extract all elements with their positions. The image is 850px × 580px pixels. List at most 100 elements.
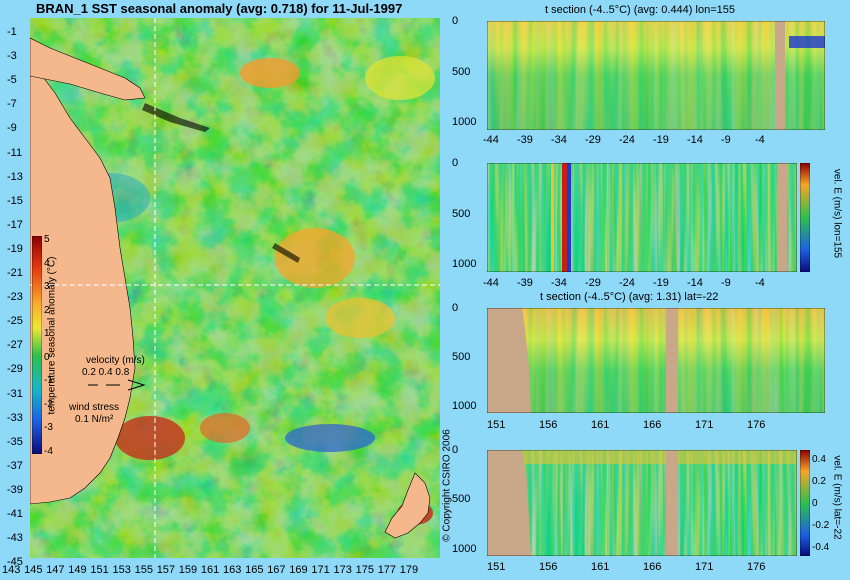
panel-1-x-tick: -4 bbox=[755, 134, 765, 146]
panel-2-x-tick: -29 bbox=[585, 277, 601, 289]
map-y-tick: -41 bbox=[7, 508, 23, 520]
map-colorbar-tick: 1 bbox=[44, 328, 50, 339]
panel-2-colorbar bbox=[800, 163, 810, 272]
map-colorbar-tick: -1 bbox=[44, 375, 53, 386]
map-y-tick: -33 bbox=[7, 411, 23, 424]
panel-1-x-tick: -9 bbox=[721, 134, 731, 146]
map-y-tick: -39 bbox=[7, 483, 23, 496]
map-x-tick: 177 bbox=[377, 564, 397, 576]
wind-stress-scale: 0.1 N/m² bbox=[75, 414, 114, 425]
map-x-tick: 143 bbox=[2, 564, 21, 576]
panel-4-x-tick: 161 bbox=[591, 561, 610, 573]
velocity-arrows-legend bbox=[88, 379, 146, 391]
panel-3-x-tick: 151 bbox=[487, 419, 506, 431]
map-y-tick: -5 bbox=[7, 74, 17, 87]
map-y-tick: -17 bbox=[7, 218, 23, 231]
new-guinea-land bbox=[30, 37, 146, 101]
map-y-tick: -15 bbox=[7, 194, 23, 207]
panel-4-x-tick: 151 bbox=[487, 561, 506, 573]
map-y-tick: -1 bbox=[7, 26, 17, 38]
australia-land bbox=[30, 62, 136, 505]
panel-4-y-tick: 1000 bbox=[452, 542, 477, 555]
map-y-tick: -43 bbox=[7, 532, 23, 545]
panel-2-x-tick: -19 bbox=[653, 277, 669, 289]
map-x-tick: 165 bbox=[245, 564, 264, 576]
map-x-tick: 157 bbox=[156, 564, 176, 576]
map-x-tick: 153 bbox=[112, 564, 131, 576]
panel-2-x-tick: -39 bbox=[517, 277, 533, 289]
map-x-tick: 175 bbox=[355, 564, 374, 576]
map-y-tick: -9 bbox=[7, 122, 17, 135]
panel-1-x-tick: -14 bbox=[687, 134, 703, 146]
panel-4-colorbar-tick: -0.2 bbox=[812, 520, 830, 531]
wind-stress-label: wind stress bbox=[69, 402, 120, 413]
panel-1-x-tick: -39 bbox=[517, 134, 533, 146]
map-x-tick: 167 bbox=[267, 564, 286, 576]
map-y-tick: -35 bbox=[7, 435, 23, 448]
panel-3-x-tick: 156 bbox=[539, 419, 558, 431]
panel-3-y-tick: 500 bbox=[452, 350, 471, 363]
panel-2-x-tick: -14 bbox=[687, 277, 703, 289]
map-x-tick: 169 bbox=[289, 564, 308, 576]
panel-3-x-tick: 176 bbox=[747, 419, 766, 431]
map-title: BRAN_1 SST seasonal anomaly (avg: 0.718)… bbox=[36, 1, 403, 16]
panel-1-x-tick: -44 bbox=[483, 134, 499, 146]
map-x-tick: 163 bbox=[223, 564, 242, 576]
map-y-tick: -13 bbox=[7, 170, 23, 183]
map-x-tick: 149 bbox=[68, 564, 87, 576]
panel-4-y-tick: 0 bbox=[452, 444, 459, 456]
copyright: © Copyright CSIRO 2006 bbox=[441, 429, 453, 542]
panel-2-x-tick: -4 bbox=[755, 277, 765, 289]
panel-4-side-label: vel. E (m/s) lat=-22 bbox=[831, 455, 843, 540]
map-y-tick: -21 bbox=[7, 267, 23, 279]
map-y-tick: -27 bbox=[7, 339, 23, 352]
panel-1-y-tick: 1000 bbox=[452, 116, 477, 129]
colorbar-label: temperature seasonal anomaly (°C) bbox=[46, 256, 58, 415]
new-zealand-land bbox=[384, 472, 431, 539]
map-y-tick: -45 bbox=[7, 556, 23, 569]
panel-2-x-tick: -24 bbox=[619, 277, 635, 289]
map-x-tick: 173 bbox=[333, 564, 352, 576]
map-y-tick: -19 bbox=[7, 242, 23, 255]
map-x-tick: 159 bbox=[178, 564, 198, 576]
velocity-scale: 0.2 0.4 0.8 bbox=[82, 367, 130, 378]
map-y-tick: -7 bbox=[7, 98, 17, 111]
sst-anomaly-map bbox=[30, 18, 440, 558]
new-caledonia bbox=[272, 243, 300, 263]
map-colorbar-tick: 5 bbox=[44, 234, 50, 245]
map-x-tick: 151 bbox=[90, 564, 109, 576]
map-colorbar-tick: -4 bbox=[44, 445, 53, 457]
panel-3-x-tick: 161 bbox=[591, 419, 610, 431]
panel-3-y-tick: 0 bbox=[452, 302, 459, 314]
map-y-tick: -29 bbox=[7, 363, 23, 376]
panel-1-y-tick: 0 bbox=[452, 15, 459, 27]
panel-4-x-tick: 156 bbox=[539, 561, 558, 573]
map-x-tick: 161 bbox=[200, 564, 220, 576]
map-colorbar-tick: -3 bbox=[44, 422, 53, 433]
map-y-tick: -25 bbox=[7, 315, 23, 328]
map-x-tick: 145 bbox=[24, 564, 43, 576]
panel-2-y-tick: 0 bbox=[452, 157, 459, 169]
panel-1-x-tick: -29 bbox=[585, 134, 601, 146]
panel-2-y-tick: 500 bbox=[452, 207, 471, 220]
map-x-tick: 179 bbox=[399, 564, 419, 576]
panel-4-y-tick: 500 bbox=[452, 493, 471, 506]
panel-4-colorbar-tick: 0.2 bbox=[812, 476, 826, 487]
panel-3-x-tick: 171 bbox=[695, 419, 714, 431]
map-colorbar bbox=[32, 236, 42, 454]
map-x-tick: 147 bbox=[46, 564, 65, 576]
map-y-tick: -11 bbox=[7, 146, 23, 159]
panel-2-plot bbox=[487, 163, 797, 272]
map-colorbar-tick: 0 bbox=[44, 351, 50, 363]
panel-3-title: t section (-4..5°C) (avg: 1.31) lat=-22 bbox=[540, 291, 719, 303]
panel-4-colorbar-tick: 0.4 bbox=[812, 454, 826, 465]
map-y-tick: -3 bbox=[7, 50, 17, 63]
panel-2-x-tick: -44 bbox=[483, 277, 499, 289]
map-x-tick: 171 bbox=[311, 564, 330, 576]
velocity-label: velocity (m/s) bbox=[86, 355, 145, 366]
map-colorbar-tick: -2 bbox=[44, 398, 53, 410]
map-colorbar-tick: 2 bbox=[44, 304, 50, 316]
map-y-tick: -23 bbox=[7, 291, 23, 304]
panel-2-y-tick: 1000 bbox=[452, 258, 477, 271]
map-colorbar-tick: 4 bbox=[44, 257, 50, 269]
